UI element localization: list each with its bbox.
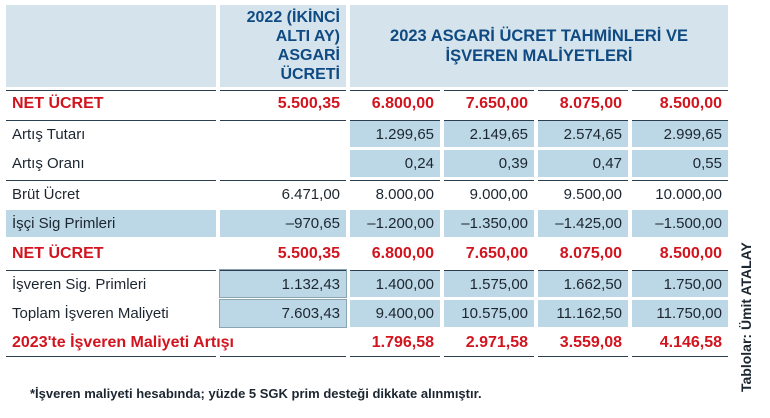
cell-2023: 10.000,00 [632,180,728,207]
cell-2022: 5.500,35 [220,240,346,267]
table-header-row: 2022 (İKİNCİ ALTI AY) ASGARİ ÜCRETİ 2023… [6,5,728,87]
cell-2023: 10.575,00 [444,300,534,327]
table-row: Artış Oranı 0,24 0,39 0,47 0,55 [6,150,728,177]
cell-2023: 8.500,00 [632,90,728,117]
table-row: Brüt Ücret 6.471,00 8.000,00 9.000,00 9.… [6,180,728,207]
cell-2023: 8.500,00 [632,240,728,267]
table-row: 2023'te İşveren Maliyeti Artışı 1.796,58… [6,330,728,357]
cell-2022: 7.603,43 [219,299,347,328]
row-label: Artış Tutarı [6,120,216,147]
cell-2022: 5.500,35 [220,90,346,117]
cell-2023: 4.146,58 [632,330,728,357]
cell-2023: 7.650,00 [444,240,534,267]
cell-2023: 0,39 [444,150,534,177]
cell-2023: 1.796,58 [350,330,440,357]
footnote: *İşveren maliyeti hesabında; yüzde 5 SGK… [30,386,482,401]
cell-2023: 2.574,65 [538,120,628,147]
table-row: Toplam İşveren Maliyeti 7.603,43 9.400,0… [6,299,728,328]
row-label: Artış Oranı [6,150,216,177]
cell-2023: 6.800,00 [350,240,440,267]
cell-2023: 9.000,00 [444,180,534,207]
row-label: İşçi Sig Primleri [6,210,216,237]
row-label: NET ÜCRET [6,90,216,117]
cell-2023: 2.149,65 [444,120,534,147]
cell-2023: 2.999,65 [632,120,728,147]
row-label: NET ÜCRET [6,240,216,267]
cell-2023: 11.162,50 [538,300,628,327]
table-row: Artış Tutarı 1.299,65 2.149,65 2.574,65 … [6,120,728,147]
row-label: 2023'te İşveren Maliyeti Artışı [6,330,234,357]
cell-2023: 1.299,65 [350,120,440,147]
cell-2023: 1.400,00 [350,270,440,297]
cell-2023: 6.800,00 [350,90,440,117]
credit-line: Tablolar: Ümit ATALAY [738,242,754,392]
row-label: İşveren Sig. Primleri [6,270,216,297]
cell-2022 [220,150,346,177]
cell-2023: 0,24 [350,150,440,177]
cell-2023: 9.500,00 [538,180,628,207]
cell-2023: –1.500,00 [632,210,728,237]
row-label: Toplam İşveren Maliyeti [6,300,216,327]
header-blank-cell [6,5,216,87]
cell-2023: –1.200,00 [350,210,440,237]
cell-2022: –970,65 [220,210,346,237]
cell-2022 [220,330,346,357]
cell-2022: 1.132,43 [219,269,347,298]
cell-2023: 0,47 [538,150,628,177]
cell-2023: 1.575,00 [444,270,534,297]
row-label: Brüt Ücret [6,180,216,207]
table-row: İşveren Sig. Primleri 1.132,43 1.400,00 … [6,269,728,298]
header-2022-title: 2022 (İKİNCİ ALTI AY) ASGARİ ÜCRETİ [220,5,346,87]
cell-2023: 8.000,00 [350,180,440,207]
cell-2023: 8.075,00 [538,240,628,267]
cell-2023: –1.425,00 [538,210,628,237]
header-2023-title: 2023 ASGARİ ÜCRET TAHMİNLERİ VE İŞVEREN … [350,5,728,87]
cell-2023: 1.750,00 [632,270,728,297]
cell-2023: –1.350,00 [444,210,534,237]
cell-2023: 9.400,00 [350,300,440,327]
minimum-wage-table: 2022 (İKİNCİ ALTI AY) ASGARİ ÜCRETİ 2023… [2,2,732,360]
cell-2023: 1.662,50 [538,270,628,297]
table-row: İşçi Sig Primleri –970,65 –1.200,00 –1.3… [6,210,728,237]
cell-2022: 6.471,00 [220,180,346,207]
cell-2022 [220,120,346,147]
cell-2023: 2.971,58 [444,330,534,357]
cell-2023: 8.075,00 [538,90,628,117]
cell-2023: 0,55 [632,150,728,177]
cell-2023: 3.559,08 [538,330,628,357]
cell-2023: 11.750,00 [632,300,728,327]
table-row: NET ÜCRET 5.500,35 6.800,00 7.650,00 8.0… [6,240,728,267]
table-row: NET ÜCRET 5.500,35 6.800,00 7.650,00 8.0… [6,90,728,117]
cell-2023: 7.650,00 [444,90,534,117]
